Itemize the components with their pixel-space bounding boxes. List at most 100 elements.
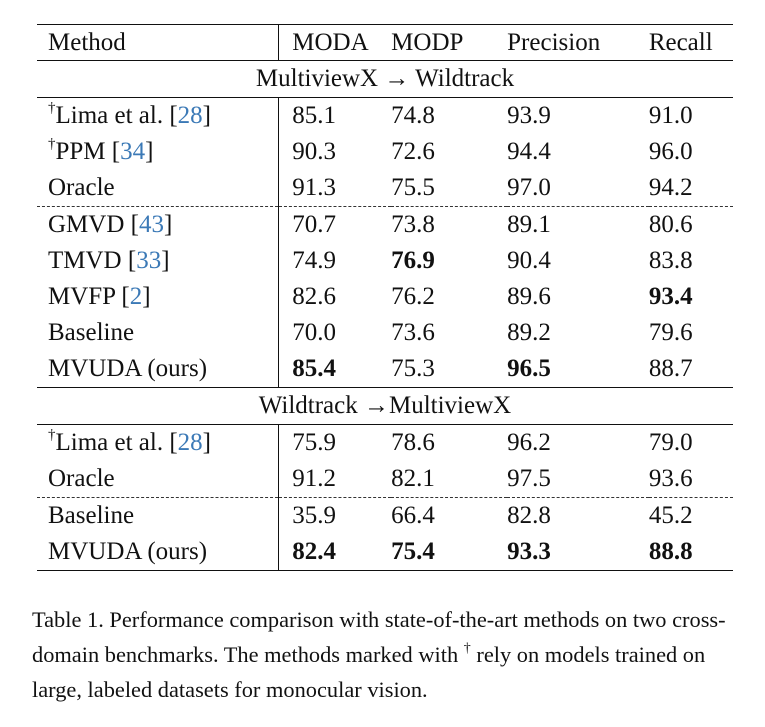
table-caption: Table 1. Performance comparison with sta… — [32, 602, 744, 707]
section-title: MultiviewX → Wildtrack — [37, 60, 733, 98]
recall-value: 79.6 — [648, 319, 693, 346]
method-name: Lima et al. [ — [55, 429, 178, 456]
citation-bracket: ] — [202, 102, 211, 129]
citation-bracket: ] — [202, 429, 211, 456]
dagger-mark: † — [48, 427, 56, 443]
method-cell: MVUDA (ours) — [37, 351, 280, 388]
citation-bracket: ] — [161, 247, 170, 274]
table-row: GMVD [43] 70.7 73.8 89.1 80.6 — [37, 206, 733, 243]
modp-value: 72.6 — [391, 138, 435, 165]
header-method: Method — [37, 24, 280, 61]
moda-value: 70.0 — [292, 319, 336, 346]
method-cell: Baseline — [37, 497, 280, 534]
table-row: MVUDA (ours) 82.4 75.4 93.3 88.8 — [37, 534, 733, 571]
method-name: MVUDA (ours) — [48, 538, 208, 565]
method-cell: Baseline — [37, 315, 280, 351]
method-name: MVFP [ — [48, 283, 130, 310]
modp-value: 76.2 — [391, 283, 435, 310]
moda-value: 90.3 — [292, 138, 336, 165]
table-row: Oracle 91.2 82.1 97.5 93.6 — [37, 461, 733, 498]
section-header-row: Wildtrack →MultiviewX — [37, 387, 733, 425]
moda-value: 91.2 — [292, 465, 336, 492]
precision-value: 93.9 — [507, 102, 551, 129]
citation-bracket: ] — [145, 138, 154, 165]
recall-value: 96.0 — [648, 138, 693, 165]
table-row: †PPM [34] 90.3 72.6 94.4 96.0 — [37, 134, 733, 170]
table-row: Baseline 70.0 73.6 89.2 79.6 — [37, 315, 733, 351]
method-cell: †Lima et al. [28] — [37, 97, 280, 134]
dagger-mark: † — [48, 100, 56, 116]
table-row: MVUDA (ours) 85.4 75.3 96.5 88.7 — [37, 351, 733, 388]
precision-value: 93.3 — [507, 534, 649, 571]
precision-value: 89.6 — [507, 283, 551, 310]
table-body: MultiviewX → Wildtrack †Lima et al. [28] 8… — [37, 60, 733, 571]
header-precision: Precision — [507, 24, 649, 61]
table-row: Baseline 35.9 66.4 82.8 45.2 — [37, 497, 733, 534]
section-header-row: MultiviewX → Wildtrack — [37, 60, 733, 98]
modp-value: 75.4 — [391, 534, 508, 571]
precision-value: 82.8 — [507, 497, 649, 534]
precision-value: 96.2 — [507, 429, 551, 456]
method-cell: Oracle — [37, 461, 280, 498]
moda-value: 70.7 — [278, 206, 392, 243]
precision-value: 97.5 — [507, 465, 551, 492]
method-name: TMVD [ — [48, 247, 137, 274]
header-recall: Recall — [648, 24, 733, 61]
table-row: Oracle 91.3 75.5 97.0 94.2 — [37, 170, 733, 207]
citation-link[interactable]: 28 — [177, 429, 203, 456]
recall-value: 88.7 — [648, 355, 693, 382]
precision-value: 89.1 — [507, 206, 649, 243]
dagger-mark: † — [48, 136, 56, 152]
modp-value: 82.1 — [391, 465, 435, 492]
caption-text-2: rely on models trained on large, labeled… — [32, 642, 706, 702]
method-name: Baseline — [48, 502, 135, 529]
method-name: Baseline — [48, 319, 135, 346]
method-name: GMVD [ — [48, 211, 139, 238]
section-title: Wildtrack →MultiviewX — [37, 387, 733, 425]
moda-value: 35.9 — [278, 497, 392, 534]
citation-link[interactable]: 2 — [129, 283, 143, 310]
method-name: Lima et al. [ — [55, 102, 178, 129]
modp-value: 75.3 — [391, 355, 435, 382]
method-cell: GMVD [43] — [37, 206, 280, 243]
method-name: Oracle — [48, 174, 115, 201]
modp-value: 75.5 — [391, 174, 435, 201]
modp-value: 66.4 — [391, 497, 508, 534]
method-cell: TMVD [33] — [37, 243, 280, 279]
table-row: †Lima et al. [28] 75.9 78.6 96.2 79.0 — [37, 424, 733, 461]
moda-value: 85.4 — [292, 355, 336, 382]
citation-link[interactable]: 34 — [120, 138, 146, 165]
citation-bracket: ] — [163, 211, 173, 238]
moda-value: 75.9 — [292, 429, 336, 456]
method-name: PPM [ — [55, 138, 121, 165]
table-row: TMVD [33] 74.9 76.9 90.4 83.8 — [37, 243, 733, 279]
recall-value: 88.8 — [648, 534, 733, 571]
method-cell: †Lima et al. [28] — [37, 424, 280, 461]
header-moda: MODA — [278, 24, 392, 61]
citation-link[interactable]: 33 — [136, 247, 162, 274]
citation-link[interactable]: 28 — [177, 102, 203, 129]
modp-value: 74.8 — [391, 102, 435, 129]
modp-value: 73.6 — [391, 319, 435, 346]
results-table-container: Method MODA MODP Precision Recall Multiv… — [37, 24, 733, 571]
moda-value: 82.6 — [292, 283, 336, 310]
table-row: MVFP [2] 82.6 76.2 89.6 93.4 — [37, 279, 733, 315]
precision-value: 97.0 — [507, 174, 551, 201]
citation-link[interactable]: 43 — [138, 211, 164, 238]
recall-value: 80.6 — [648, 206, 733, 243]
moda-value: 85.1 — [292, 102, 336, 129]
header-modp: MODP — [391, 24, 508, 61]
moda-value: 82.4 — [278, 534, 392, 571]
recall-value: 45.2 — [648, 497, 733, 534]
recall-value: 93.6 — [648, 465, 693, 492]
header-row: Method MODA MODP Precision Recall — [37, 24, 733, 61]
recall-value: 91.0 — [648, 102, 693, 129]
method-cell: MVFP [2] — [37, 279, 280, 315]
moda-value: 74.9 — [292, 247, 336, 274]
citation-bracket: ] — [142, 283, 151, 310]
modp-value: 78.6 — [391, 429, 435, 456]
recall-value: 83.8 — [648, 247, 693, 274]
precision-value: 94.4 — [507, 138, 551, 165]
modp-value: 73.8 — [391, 206, 508, 243]
method-cell: †PPM [34] — [37, 134, 280, 170]
